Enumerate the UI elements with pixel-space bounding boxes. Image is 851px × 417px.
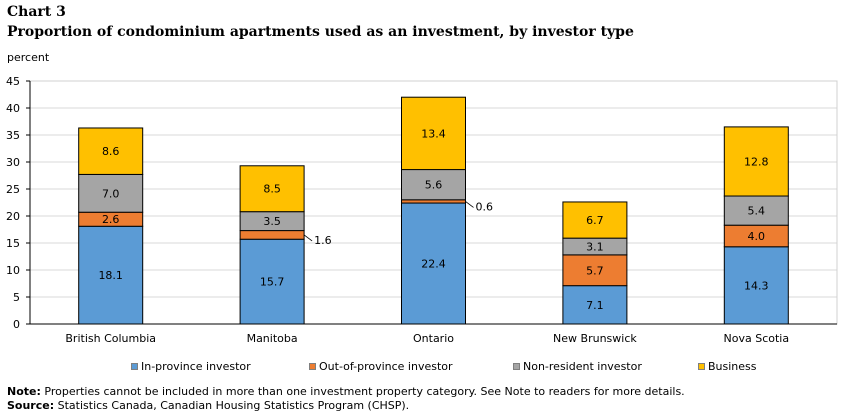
bar-segment — [78, 225, 144, 325]
legend-swatch — [309, 363, 316, 370]
data-label: 8.5 — [263, 183, 281, 196]
y-tick-label: 10 — [6, 264, 20, 277]
chart-legend: In-province investor Out-of-province inve… — [0, 360, 851, 376]
legend-swatch — [513, 363, 520, 370]
bar-segment — [239, 230, 305, 240]
bar-segment — [562, 201, 628, 239]
bar-segment — [723, 195, 789, 226]
legend-item: Business — [698, 360, 757, 373]
legend-item: In-province investor — [131, 360, 251, 373]
legend-label: In-province investor — [141, 360, 251, 373]
bar-segment — [723, 126, 789, 197]
bar-segment — [239, 238, 305, 325]
data-label: 0.6 — [476, 200, 494, 213]
y-tick-label: 15 — [6, 237, 20, 250]
data-label: 22.4 — [421, 258, 446, 271]
legend-item: Non-resident investor — [513, 360, 642, 373]
data-label: 18.1 — [98, 269, 123, 282]
chart-title: Proportion of condominium apartments use… — [7, 24, 634, 40]
leader-line — [465, 201, 474, 208]
data-label: 5.6 — [425, 179, 443, 192]
bar-segment — [239, 165, 305, 213]
stacked-bar-chart: 0 5 10 15 20 25 30 35 40 45 18.1 2.6 7.0 8.6 British C… — [6, 75, 838, 345]
legend-label: Business — [708, 360, 757, 373]
bar-segment — [78, 173, 144, 213]
chart-source: Source: Statistics Canada, Canadian Hous… — [7, 399, 409, 412]
y-tick-label: 20 — [6, 210, 20, 223]
bar-segment — [401, 96, 466, 171]
data-label: 7.1 — [586, 299, 604, 312]
x-tick-label: Nova Scotia — [724, 332, 790, 345]
legend-swatch — [698, 363, 705, 370]
data-label: 12.8 — [744, 155, 769, 168]
chart-note: Note: Properties cannot be included in m… — [7, 385, 685, 398]
legend-label: Non-resident investor — [523, 360, 642, 373]
chart-label: Chart 3 — [7, 4, 66, 20]
bar-segment — [562, 285, 628, 325]
data-label: 6.7 — [586, 214, 604, 227]
y-tick-label: 5 — [13, 291, 20, 304]
data-label: 1.6 — [314, 234, 332, 247]
source-label: Source: — [7, 399, 55, 412]
legend-item: Out-of-province investor — [309, 360, 453, 373]
x-tick-label: Ontario — [413, 332, 454, 345]
data-label: 13.4 — [421, 127, 446, 140]
y-tick-label: 25 — [6, 183, 20, 196]
y-tick-label: 45 — [6, 75, 20, 88]
x-tick-label: Manitoba — [247, 332, 298, 345]
data-label: 4.0 — [748, 230, 766, 243]
data-label: 3.5 — [263, 215, 281, 228]
note-label: Note: — [7, 385, 41, 398]
bar-segment — [78, 127, 144, 175]
data-label: 14.3 — [744, 279, 769, 292]
y-tick-label: 35 — [6, 129, 20, 142]
data-label: 2.6 — [102, 213, 120, 226]
y-axis-label: percent — [7, 51, 50, 64]
source-text: Statistics Canada, Canadian Housing Stat… — [54, 399, 410, 412]
data-label: 5.4 — [748, 205, 766, 218]
y-tick-label: 40 — [6, 102, 20, 115]
data-label: 8.6 — [102, 145, 120, 158]
x-tick-label: New Brunswick — [553, 332, 637, 345]
data-label: 3.1 — [586, 241, 604, 254]
leader-line — [303, 234, 313, 242]
x-tick-label: British Columbia — [65, 332, 156, 345]
y-tick-label: 0 — [13, 318, 20, 331]
y-tick-label: 30 — [6, 156, 20, 169]
bar-segment — [723, 246, 789, 325]
legend-swatch — [131, 363, 138, 370]
bar-segment — [401, 202, 466, 325]
note-text: Properties cannot be included in more th… — [40, 385, 685, 398]
data-label: 5.7 — [586, 264, 604, 277]
bar-segment — [562, 254, 628, 287]
data-label: 15.7 — [260, 276, 285, 289]
legend-label: Out-of-province investor — [319, 360, 453, 373]
data-label: 7.0 — [102, 187, 120, 200]
